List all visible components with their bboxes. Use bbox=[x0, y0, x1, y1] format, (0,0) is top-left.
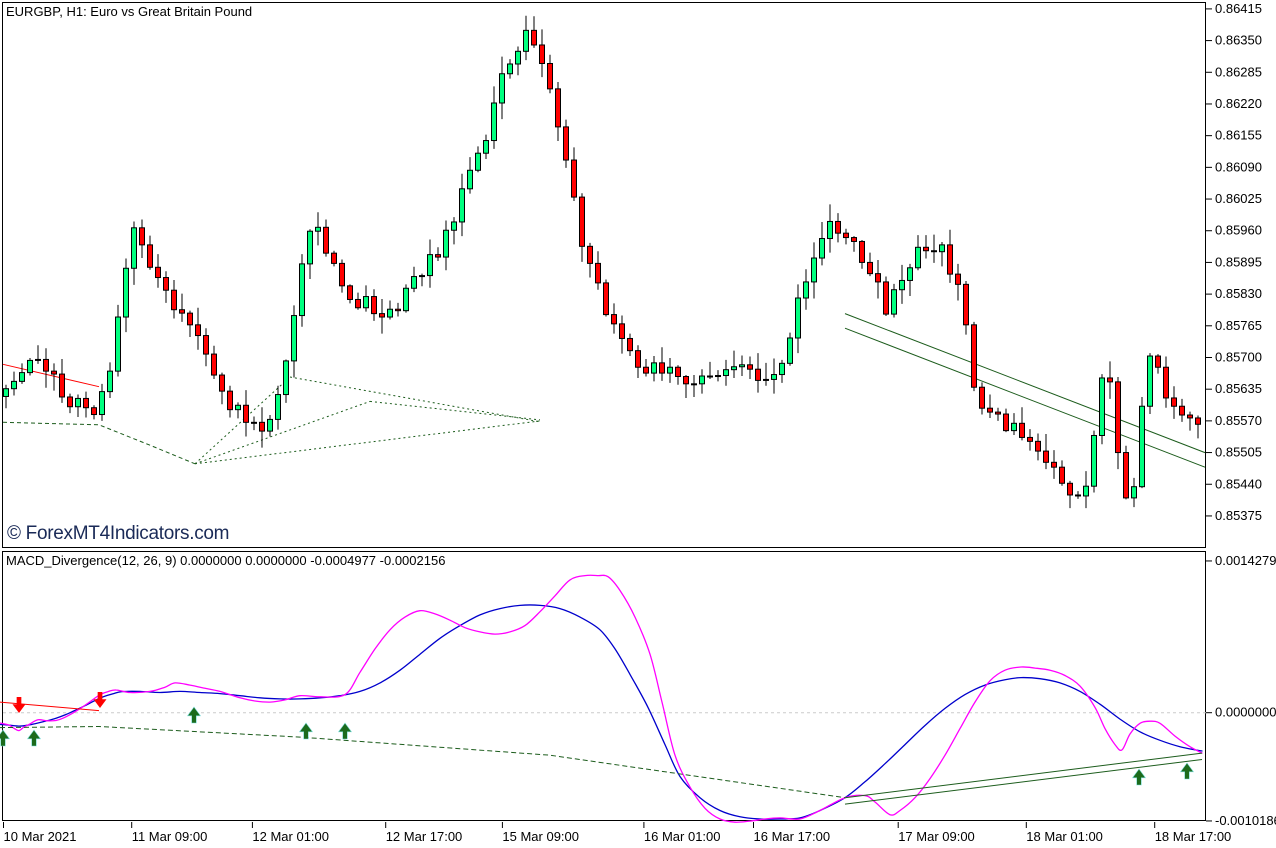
svg-text:10 Mar 2021: 10 Mar 2021 bbox=[4, 829, 77, 844]
svg-text:15 Mar 09:00: 15 Mar 09:00 bbox=[502, 829, 579, 844]
svg-text:17 Mar 09:00: 17 Mar 09:00 bbox=[898, 829, 975, 844]
svg-text:18 Mar 01:00: 18 Mar 01:00 bbox=[1026, 829, 1103, 844]
svg-text:11 Mar 09:00: 11 Mar 09:00 bbox=[132, 829, 208, 844]
svg-text:12 Mar 17:00: 12 Mar 17:00 bbox=[386, 829, 463, 844]
svg-text:16 Mar 01:00: 16 Mar 01:00 bbox=[644, 829, 721, 844]
svg-text:0.0014279: 0.0014279 bbox=[1215, 553, 1276, 568]
svg-text:16 Mar 17:00: 16 Mar 17:00 bbox=[754, 829, 831, 844]
svg-text:12 Mar 01:00: 12 Mar 01:00 bbox=[252, 829, 329, 844]
svg-text:18 Mar 17:00: 18 Mar 17:00 bbox=[1155, 829, 1232, 844]
svg-text:0.0000000: 0.0000000 bbox=[1215, 705, 1276, 720]
svg-text:-0.0010186: -0.0010186 bbox=[1215, 813, 1276, 828]
